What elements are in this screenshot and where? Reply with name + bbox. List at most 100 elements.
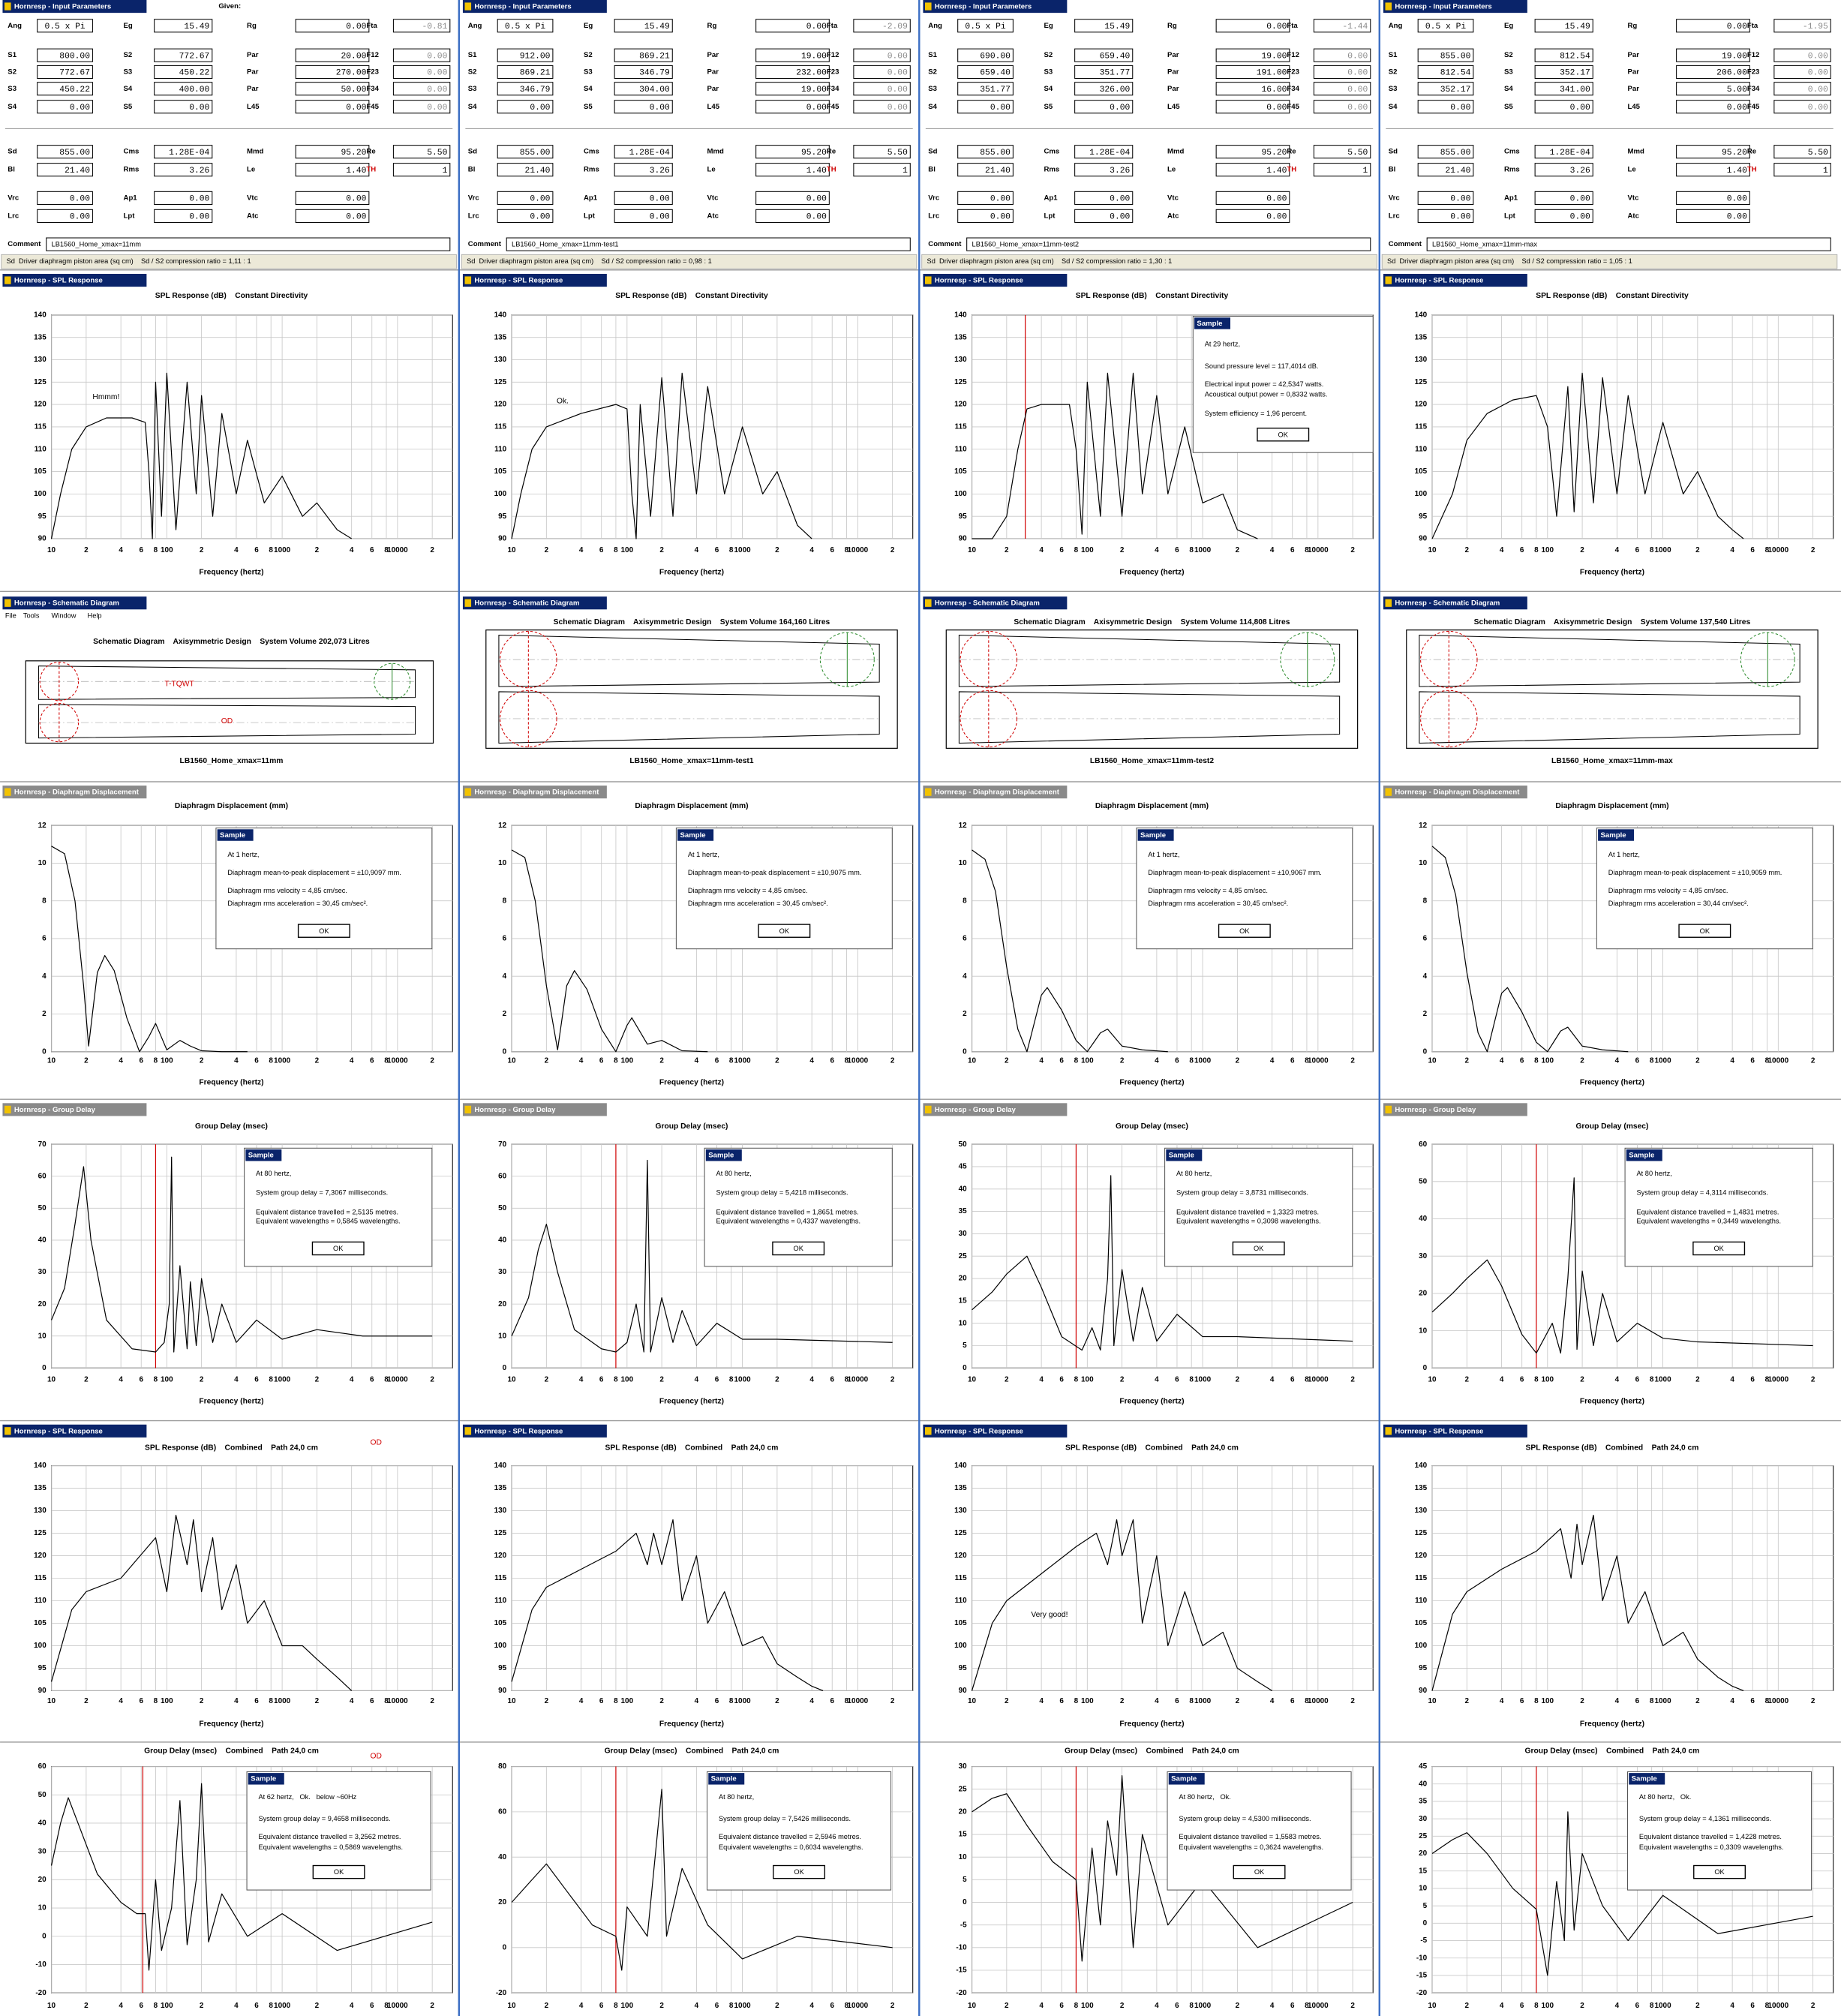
ok-button[interactable] xyxy=(297,924,350,938)
field-value: 1.40 xyxy=(1727,167,1747,176)
field-label: Cms xyxy=(1504,148,1520,156)
window-title: Hornresp - Diaphragm Displacement xyxy=(14,789,140,797)
ok-button[interactable] xyxy=(773,1864,826,1879)
field-label: F23 xyxy=(366,68,379,76)
chart-title: SPL Response (dB) Combined Path 24,0 cm xyxy=(605,1444,779,1452)
ok-button[interactable] xyxy=(311,1241,365,1256)
x-tick-label: 2 xyxy=(1811,1697,1815,1705)
field-value: 0.00 xyxy=(1727,23,1747,32)
field-value: 21.40 xyxy=(985,167,1011,176)
field-label: Le xyxy=(1628,166,1636,174)
field-label: Sd xyxy=(8,148,17,156)
x-tick-label: 10 xyxy=(47,1375,56,1384)
x-tick-label: 8 xyxy=(1765,2002,1770,2010)
x-tick-label: 4 xyxy=(1155,1375,1159,1384)
y-tick-label: 0 xyxy=(963,1047,967,1056)
field-box xyxy=(853,82,911,96)
field-box xyxy=(1215,19,1290,33)
dialog-text: Equivalent distance travelled = 2,5946 m… xyxy=(719,1833,861,1840)
field-box xyxy=(957,100,1014,114)
x-tick-label: 2 xyxy=(1120,2002,1125,2010)
field-box xyxy=(37,65,93,80)
x-tick-label: 6 xyxy=(370,1697,374,1705)
field-box xyxy=(853,19,911,33)
x-tick-label: 4 xyxy=(1500,546,1504,554)
dialog-text: Diaphragm mean-to-peak displacement = ±1… xyxy=(688,869,862,876)
chart-title: Group Delay (msec) Combined Path 24,0 cm xyxy=(1065,1747,1239,1756)
field-value: 95.20 xyxy=(1261,149,1287,158)
field-value: 0.00 xyxy=(887,104,908,113)
field-label: TH xyxy=(366,166,376,174)
ok-button[interactable] xyxy=(1232,1241,1285,1256)
window-icon xyxy=(924,788,932,796)
chart-title: Diaphragm Displacement (mm) xyxy=(635,802,748,810)
y-tick-label: 100 xyxy=(954,1642,967,1650)
y-tick-label: 135 xyxy=(494,1484,507,1492)
x-tick-label: 2 xyxy=(1695,1375,1700,1384)
ok-button[interactable] xyxy=(758,924,811,938)
ok-button[interactable] xyxy=(1678,924,1731,938)
field-box xyxy=(295,82,370,96)
ok-label: OK xyxy=(1700,927,1710,935)
response-curve xyxy=(1431,1177,1813,1354)
dialog-text: Equivalent wavelengths = 0,5869 waveleng… xyxy=(258,1843,403,1851)
x-tick-label: 4 xyxy=(1155,1697,1159,1705)
comment-box xyxy=(966,237,1371,251)
ok-button[interactable] xyxy=(772,1241,825,1256)
dialog-text: Equivalent distance travelled = 1,8651 m… xyxy=(716,1208,859,1215)
field-value: 0.00 xyxy=(1570,213,1590,222)
y-tick-label: 105 xyxy=(494,467,507,476)
comment-label: Comment xyxy=(468,240,502,248)
x-tick-label: 1000 xyxy=(274,1056,291,1065)
x-tick-label: 6 xyxy=(370,1375,374,1384)
field-box xyxy=(1534,209,1593,223)
x-tick-label: 10 xyxy=(47,1056,56,1065)
field-value: 0.00 xyxy=(1727,104,1747,113)
x-tick-label: 10000 xyxy=(1308,2002,1329,2010)
y-tick-label: 10 xyxy=(38,859,47,867)
field-value: 19.00 xyxy=(801,52,827,61)
schematic-title: Schematic Diagram Axisymmetric Design Sy… xyxy=(1014,618,1290,626)
ok-button[interactable] xyxy=(1692,1241,1746,1256)
ok-button[interactable] xyxy=(1257,427,1310,442)
y-tick-label: -20 xyxy=(35,1989,47,1997)
field-value: 400.00 xyxy=(179,86,210,95)
x-tick-label: 8 xyxy=(1650,1697,1654,1705)
field-label: Vrc xyxy=(8,194,20,202)
x-tick-label: 4 xyxy=(119,546,123,554)
x-tick-label: 2 xyxy=(84,1375,89,1384)
comment-label: Comment xyxy=(928,240,962,248)
x-tick-label: 10 xyxy=(968,1375,977,1384)
ok-button[interactable] xyxy=(1693,1864,1746,1879)
x-tick-label: 2 xyxy=(84,546,89,554)
x-tick-label: 10 xyxy=(1428,2002,1437,2010)
field-label: S4 xyxy=(1504,85,1513,93)
field-label: Bl xyxy=(1389,166,1396,174)
field-value: 346.79 xyxy=(639,69,670,78)
x-tick-label: 8 xyxy=(384,1375,389,1384)
x-tick-label: 4 xyxy=(1270,2002,1275,2010)
field-label: F34 xyxy=(827,85,839,93)
x-tick-label: 10 xyxy=(1428,1375,1437,1384)
y-tick-label: 6 xyxy=(503,935,507,943)
x-tick-label: 1000 xyxy=(734,2002,752,2010)
field-label: Vrc xyxy=(1389,194,1401,202)
x-tick-label: 10000 xyxy=(1308,1375,1329,1384)
y-tick-label: 105 xyxy=(1415,1619,1428,1627)
x-axis-label: Frequency (hertz) xyxy=(199,1398,263,1406)
y-tick-label: 2 xyxy=(1423,1010,1428,1018)
field-box xyxy=(614,65,673,80)
ok-button[interactable] xyxy=(312,1864,365,1879)
field-label: TH xyxy=(1287,166,1296,174)
x-tick-label: 100 xyxy=(161,1056,173,1065)
ok-button[interactable] xyxy=(1218,924,1271,938)
dialog-title: Sample xyxy=(1629,1152,1654,1160)
ok-button[interactable] xyxy=(1233,1864,1286,1879)
field-label: S5 xyxy=(1504,103,1513,111)
x-tick-label: 4 xyxy=(1615,1056,1620,1065)
x-tick-label: 10000 xyxy=(1768,2002,1789,2010)
field-value: 0.00 xyxy=(1808,104,1828,113)
field-box xyxy=(1417,65,1474,80)
y-tick-label: 20 xyxy=(959,1275,968,1283)
